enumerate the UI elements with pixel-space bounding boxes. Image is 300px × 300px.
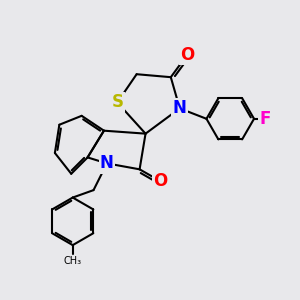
Text: O: O bbox=[180, 46, 194, 64]
Text: F: F bbox=[259, 110, 271, 128]
Text: N: N bbox=[100, 154, 114, 172]
Text: N: N bbox=[173, 99, 187, 117]
Text: CH₃: CH₃ bbox=[64, 256, 82, 266]
Text: O: O bbox=[153, 172, 167, 190]
Text: S: S bbox=[111, 93, 123, 111]
